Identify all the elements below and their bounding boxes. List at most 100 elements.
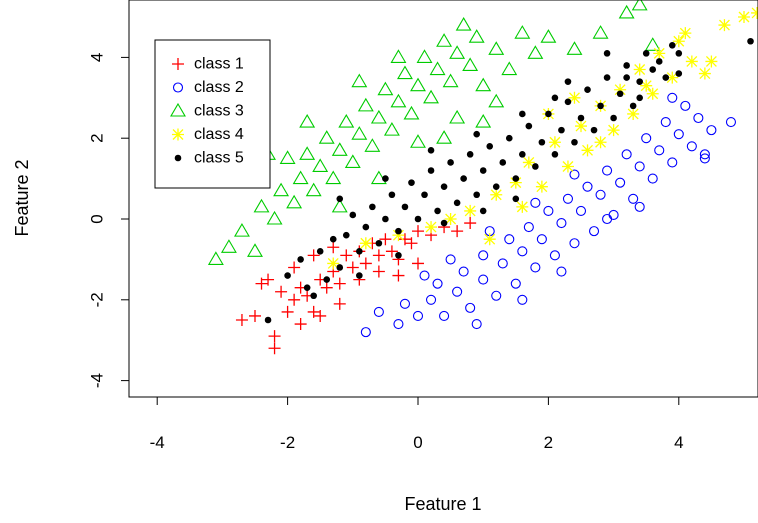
data-point (340, 249, 353, 262)
data-point (602, 213, 613, 225)
data-point (356, 272, 363, 279)
data-point (268, 342, 281, 355)
data-point (532, 163, 539, 170)
data-point (253, 198, 270, 213)
data-point (294, 318, 307, 331)
data-point (373, 306, 384, 317)
data-point (693, 112, 704, 124)
data-point (336, 195, 344, 203)
legend-item: class 2 (172, 79, 244, 96)
data-point (423, 89, 439, 104)
data-point (305, 182, 322, 197)
data-point (686, 141, 697, 152)
data-point (427, 167, 435, 174)
data-point (434, 207, 441, 215)
data-point (405, 237, 418, 250)
data-point (475, 77, 492, 92)
data-point (566, 41, 583, 55)
data-point (653, 47, 666, 60)
data-point (564, 78, 572, 85)
data-point (284, 272, 291, 279)
data-point (497, 258, 508, 269)
data-point (548, 136, 561, 149)
data-point (522, 156, 535, 169)
data-point (356, 248, 363, 255)
data-point (312, 158, 329, 173)
data-point (642, 50, 650, 57)
data-point (584, 86, 591, 94)
data-point (594, 136, 607, 149)
y-axis-title: Feature 2 (12, 159, 32, 236)
data-point (297, 256, 304, 263)
data-point (610, 114, 617, 122)
data-point (478, 250, 489, 261)
data-point (519, 110, 526, 118)
data-point (705, 55, 718, 68)
data-point (399, 298, 411, 309)
data-point (504, 234, 515, 245)
data-point (525, 122, 533, 130)
data-point (359, 257, 372, 270)
data-point (479, 167, 487, 174)
data-point (675, 70, 683, 77)
legend: class 1 class 2 class 3 class 4 class 5 (154, 39, 271, 189)
data-point (333, 297, 346, 310)
data-point (453, 199, 461, 207)
data-point (344, 154, 361, 168)
data-point (675, 50, 683, 57)
data-point (281, 305, 294, 318)
data-point (536, 234, 547, 245)
data-point (595, 189, 606, 200)
data-point (439, 310, 450, 322)
data-point (478, 274, 489, 285)
data-point (603, 74, 611, 81)
data-point (388, 191, 396, 199)
data-point (510, 278, 521, 289)
data-point (615, 177, 626, 188)
data-point (390, 93, 407, 108)
data-point (336, 264, 344, 271)
data-point (429, 61, 446, 76)
data-point (473, 130, 480, 138)
data-point (509, 176, 522, 189)
data-point (451, 225, 464, 238)
data-point (623, 62, 630, 69)
data-point (680, 100, 691, 111)
data-point (501, 61, 518, 76)
data-point (640, 79, 653, 92)
data-point (582, 181, 593, 192)
data-point (571, 138, 578, 146)
data-point (491, 290, 502, 301)
data-point (440, 183, 448, 190)
data-point (590, 126, 598, 134)
data-point (530, 262, 541, 273)
data-point (562, 193, 574, 204)
data-point (351, 126, 368, 140)
data-point (342, 231, 350, 239)
data-point (517, 246, 528, 257)
data-point (581, 144, 594, 157)
data-point (685, 55, 698, 68)
data-point (327, 257, 340, 270)
data-point (385, 245, 398, 258)
data-point (618, 4, 635, 19)
data-point (551, 151, 559, 158)
data-point (320, 281, 333, 294)
data-point (235, 314, 248, 326)
data-point (488, 93, 505, 108)
legend-item: class 5 (174, 150, 244, 167)
data-point (654, 145, 665, 156)
data-point (395, 227, 402, 235)
data-point (445, 254, 456, 265)
data-point (538, 138, 546, 146)
data-point (499, 159, 507, 166)
data-point (751, 6, 758, 19)
data-point (427, 147, 435, 154)
data-point (234, 223, 250, 237)
data-point (286, 194, 303, 209)
data-point (490, 188, 503, 201)
data-point (517, 294, 528, 305)
data-point (655, 58, 663, 65)
data-point (207, 251, 224, 265)
data-point (262, 273, 275, 286)
